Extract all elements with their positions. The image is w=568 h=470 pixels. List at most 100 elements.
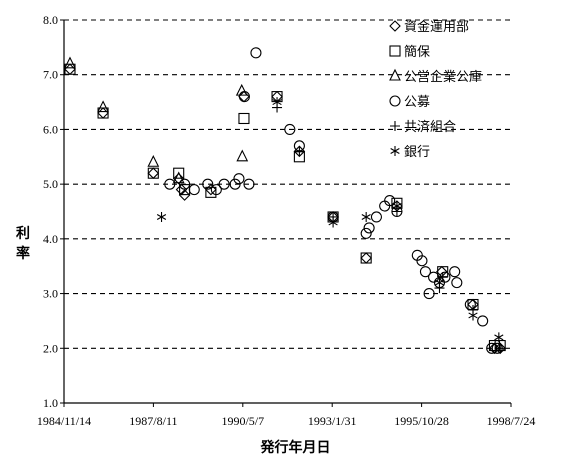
data-point <box>328 217 338 228</box>
data-point <box>360 252 372 264</box>
data-point <box>172 172 185 185</box>
data-point <box>236 149 249 162</box>
x-axis-label: 発行年月日 <box>260 439 331 456</box>
series-plus <box>272 102 506 354</box>
data-point <box>488 339 501 352</box>
data-point <box>370 211 383 223</box>
series-square <box>64 63 506 352</box>
data-point <box>188 184 200 196</box>
axes <box>63 20 511 404</box>
data-point <box>147 167 160 179</box>
legend-marker <box>389 68 401 81</box>
legend-marker <box>390 146 400 156</box>
data-point <box>210 184 222 196</box>
data-point <box>468 310 478 321</box>
x-tick-label: 1993/1/31 <box>308 414 357 428</box>
data-point <box>294 146 305 157</box>
data-point <box>64 56 76 69</box>
data-point <box>205 183 217 196</box>
y-tick-label: 3.0 <box>43 287 58 301</box>
legend-label: 共済組合 <box>404 119 456 135</box>
legend-item: 共済組合 <box>390 119 456 135</box>
data-point <box>284 123 296 135</box>
legend-marker <box>389 95 401 107</box>
x-tick-label: 1998/7/24 <box>487 414 536 428</box>
data-point <box>449 266 461 278</box>
x-tick-label: 1990/5/7 <box>221 414 264 428</box>
data-point <box>173 167 185 179</box>
legend-item: 公募 <box>389 95 430 110</box>
data-point <box>423 288 435 300</box>
x-tick-label: 1984/11/14 <box>37 414 91 428</box>
y-tick-labels: 1.0 2.0 3.0 4.0 5.0 6.0 7.0 8.0 <box>43 13 64 410</box>
data-point <box>64 63 76 75</box>
legend-item: 公営企業公庫 <box>389 68 482 85</box>
legend-marker <box>390 121 400 131</box>
data-point <box>360 252 372 264</box>
series-triangle <box>64 56 249 184</box>
data-point <box>147 167 159 179</box>
data-points <box>64 47 506 355</box>
data-point <box>392 201 402 212</box>
y-tick-label: 5.0 <box>43 177 58 191</box>
legend-marker <box>389 20 401 32</box>
data-point <box>238 91 250 103</box>
x-tick-label: 1987/8/11 <box>129 414 177 428</box>
legend-label: 銀行 <box>404 145 430 160</box>
data-point <box>238 112 250 125</box>
data-point <box>272 97 282 108</box>
data-point <box>363 222 375 234</box>
data-point <box>97 100 109 113</box>
data-point <box>419 266 431 278</box>
data-point <box>243 178 255 190</box>
x-tick-labels: 1984/11/14 1987/8/11 1990/5/7 1993/1/31 1995… <box>37 403 535 428</box>
data-point <box>172 171 185 184</box>
data-point <box>416 255 428 267</box>
y-tick-label: 4.0 <box>43 232 58 246</box>
data-point <box>451 277 463 289</box>
legend-label: 公営企業公庫 <box>404 69 482 85</box>
data-point <box>235 83 248 96</box>
data-point <box>179 178 191 190</box>
data-point <box>202 178 214 190</box>
legend-label: 簡保 <box>404 45 430 60</box>
series-circle <box>164 47 503 354</box>
data-point <box>164 178 176 190</box>
legend-item: 銀行 <box>390 145 430 160</box>
data-point <box>97 107 109 119</box>
data-point <box>384 195 396 207</box>
data-point <box>229 178 241 190</box>
y-tick-label: 8.0 <box>43 13 58 27</box>
legend-item: 資金運用部 <box>389 19 469 35</box>
legend-label: 資金運用部 <box>404 19 469 35</box>
y-axis-label-line-2: 率 <box>16 245 30 262</box>
data-point <box>434 277 445 288</box>
data-point <box>233 173 245 185</box>
legend-label: 公募 <box>404 95 430 110</box>
series-asterisk <box>156 97 504 343</box>
data-point <box>147 155 160 167</box>
data-point <box>156 211 167 222</box>
y-tick-label: 7.0 <box>43 68 58 82</box>
legend-marker <box>389 45 401 57</box>
y-tick-label: 6.0 <box>43 122 58 136</box>
data-point <box>361 211 371 222</box>
data-point <box>494 332 504 343</box>
data-point <box>464 298 476 311</box>
data-point <box>250 47 262 59</box>
data-point <box>178 189 191 201</box>
y-tick-label: 1.0 <box>43 396 58 410</box>
data-point <box>477 315 489 327</box>
data-point <box>488 342 501 355</box>
y-tick-label: 2.0 <box>43 341 58 355</box>
y-axis-label-line-1: 利 <box>16 225 30 242</box>
gridlines <box>64 19 511 349</box>
x-tick-label: 1995/10/28 <box>394 414 449 428</box>
data-point <box>218 178 230 190</box>
data-point <box>360 227 372 239</box>
data-point <box>495 343 506 354</box>
legend-item: 簡保 <box>389 45 430 60</box>
series-diamond <box>64 63 506 355</box>
